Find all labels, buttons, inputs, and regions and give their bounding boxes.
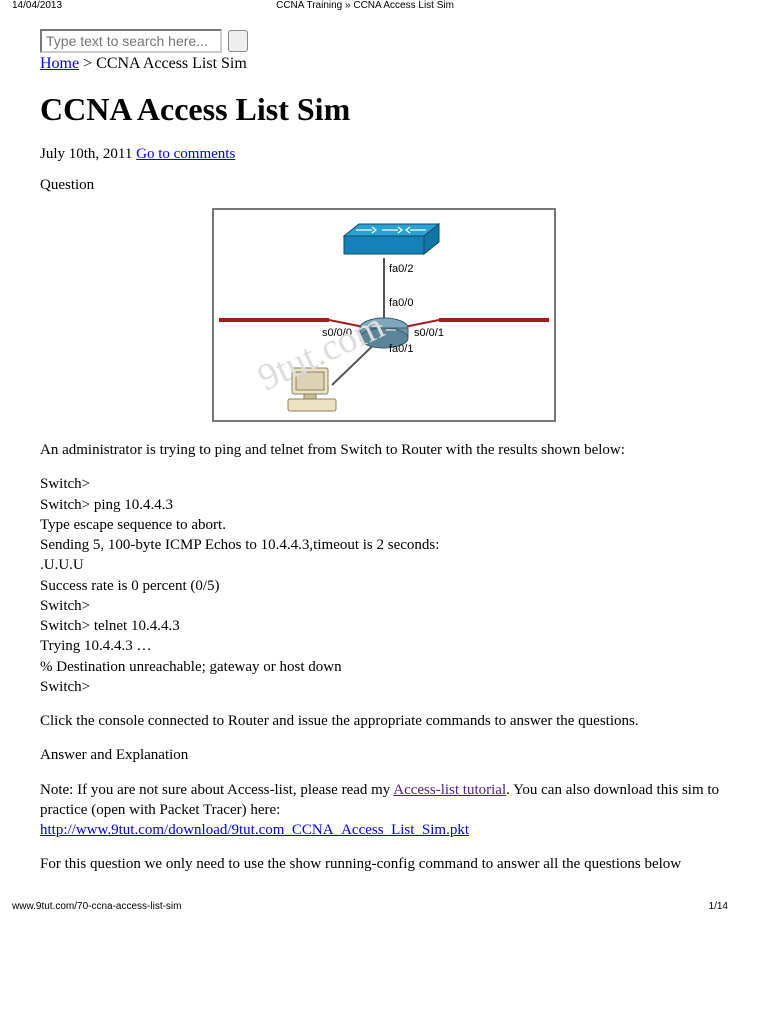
tutorial-link[interactable]: Access-list tutorial	[393, 782, 506, 798]
switch-icon	[344, 224, 439, 254]
label-fa00: fa0/0	[389, 297, 413, 309]
download-link[interactable]: http://www.9tut.com/download/9tut.com_CC…	[40, 822, 469, 838]
search-input[interactable]	[40, 29, 222, 53]
comments-link[interactable]: Go to comments	[136, 146, 235, 162]
pc-icon	[288, 368, 336, 411]
breadcrumb-current: CCNA Access List Sim	[96, 55, 247, 72]
intro-paragraph: An administrator is trying to ping and t…	[40, 440, 728, 460]
answer-heading: Answer and Explanation	[40, 745, 728, 765]
click-paragraph: Click the console connected to Router an…	[40, 711, 728, 731]
label-fa01: fa0/1	[389, 343, 413, 355]
question-label: Question	[40, 177, 728, 194]
console-output: Switch> Switch> ping 10.4.4.3 Type escap…	[40, 474, 728, 697]
post-date: July 10th, 2011	[40, 146, 136, 162]
search-button[interactable]	[228, 30, 248, 52]
header-date: 14/04/2013	[12, 0, 62, 11]
page-title: CCNA Access List Sim	[40, 91, 728, 128]
label-s000: s0/0/0	[322, 327, 352, 339]
final-paragraph: For this question we only need to use th…	[40, 854, 728, 874]
footer-url: www.9tut.com/70-ccna-access-list-sim	[12, 901, 181, 912]
breadcrumb-home-link[interactable]: Home	[40, 55, 79, 72]
footer-page: 1/14	[709, 901, 728, 912]
breadcrumb: Home > CCNA Access List Sim	[40, 55, 728, 73]
label-fa02: fa0/2	[389, 263, 413, 275]
network-diagram: fa0/2 fa0/0 s0/0/0 s0/0/1 fa0/1 9tut.com	[212, 208, 556, 422]
header-title: CCNA Training » CCNA Access List Sim	[62, 0, 668, 11]
note-paragraph: Note: If you are not sure about Access-l…	[40, 780, 728, 841]
label-s001: s0/0/1	[414, 327, 444, 339]
